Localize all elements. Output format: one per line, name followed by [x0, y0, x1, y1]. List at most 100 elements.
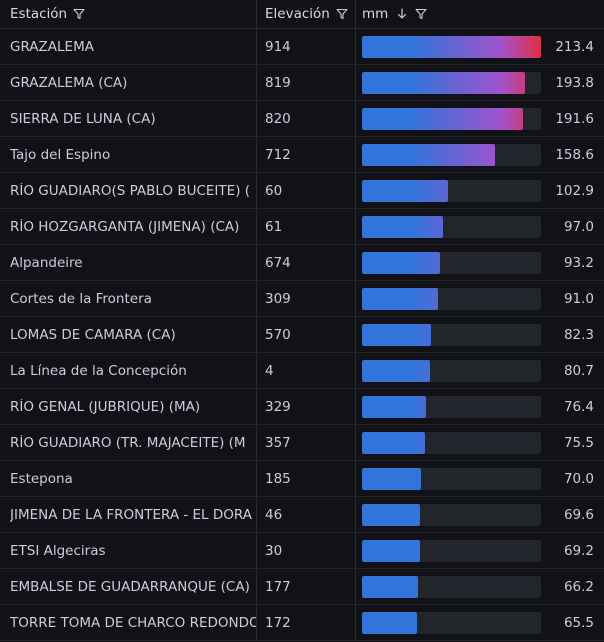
gauge-bar-track	[362, 539, 541, 562]
table-row[interactable]: TORRE TOMA DE CHARCO REDONDO 172 65.5	[0, 605, 604, 641]
table-row[interactable]: RÍO GENAL (JUBRIQUE) (MA) 329 76.4	[0, 389, 604, 425]
header-mm[interactable]: mm	[356, 0, 604, 28]
station-cell: Estepona	[0, 461, 257, 496]
gauge-bar-track	[362, 575, 541, 598]
station-cell: LOMAS DE CAMARA (CA)	[0, 317, 257, 352]
station-cell: JIMENA DE LA FRONTERA - EL DORA	[0, 497, 257, 532]
table-row[interactable]: GRAZALEMA (CA) 819 193.8	[0, 65, 604, 101]
mm-cell: 75.5	[356, 425, 604, 460]
mm-value: 97.0	[563, 218, 594, 235]
filter-icon[interactable]	[414, 7, 428, 21]
gauge-bar-track	[362, 503, 541, 526]
elevation-cell: 30	[257, 533, 356, 568]
table-row[interactable]: RÍO GUADIARO (TR. MAJACEITE) (M 357 75.5	[0, 425, 604, 461]
filter-icon[interactable]	[72, 7, 86, 21]
gauge-bar-fill	[362, 503, 421, 526]
table-row[interactable]: LOMAS DE CAMARA (CA) 570 82.3	[0, 317, 604, 353]
table-row[interactable]: JIMENA DE LA FRONTERA - EL DORA 46 69.6	[0, 497, 604, 533]
table-row[interactable]: Tajo del Espino 712 158.6	[0, 137, 604, 173]
station-name: RÍO HOZGARGANTA (JIMENA) (CA)	[10, 218, 240, 235]
gauge-bar-fill	[362, 539, 421, 562]
gauge-bar-track	[362, 431, 541, 454]
mm-cell: 193.8	[356, 65, 604, 100]
gauge-bar-fill	[362, 179, 449, 202]
mm-cell: 97.0	[356, 209, 604, 244]
mm-value: 75.5	[563, 434, 594, 451]
station-name: JIMENA DE LA FRONTERA - EL DORA	[10, 506, 252, 523]
table-row[interactable]: Cortes de la Frontera 309 91.0	[0, 281, 604, 317]
table-row[interactable]: SIERRA DE LUNA (CA) 820 191.6	[0, 101, 604, 137]
station-cell: TORRE TOMA DE CHARCO REDONDO	[0, 605, 257, 640]
gauge-bar-fill	[362, 467, 421, 490]
elevation-value: 185	[265, 470, 291, 487]
elevation-cell: 172	[257, 605, 356, 640]
header-station[interactable]: Estación	[0, 0, 257, 28]
elevation-value: 819	[265, 74, 291, 91]
elevation-value: 61	[265, 218, 283, 235]
mm-value: 191.6	[555, 110, 594, 127]
mm-cell: 91.0	[356, 281, 604, 316]
mm-value: 158.6	[555, 146, 594, 163]
mm-value: 69.2	[563, 542, 594, 559]
arrow-down-icon[interactable]	[396, 7, 408, 21]
table-row[interactable]: ETSI Algeciras 30 69.2	[0, 533, 604, 569]
gauge-bar-track	[362, 359, 541, 382]
elevation-value: 46	[265, 506, 283, 523]
gauge-bar-fill	[362, 35, 541, 58]
header-station-label: Estación	[10, 6, 68, 22]
mm-cell: 76.4	[356, 389, 604, 424]
table-row[interactable]: GRAZALEMA 914 213.4	[0, 29, 604, 65]
elevation-cell: 674	[257, 245, 356, 280]
header-elevation[interactable]: Elevación	[257, 0, 356, 28]
station-cell: La Línea de la Concepción	[0, 353, 257, 388]
elevation-value: 712	[265, 146, 291, 163]
filter-icon[interactable]	[335, 7, 349, 21]
mm-cell: 80.7	[356, 353, 604, 388]
header-mm-label: mm	[362, 6, 389, 22]
mm-value: 213.4	[555, 38, 594, 55]
elevation-value: 30	[265, 542, 283, 559]
mm-cell: 102.9	[356, 173, 604, 208]
mm-cell: 66.2	[356, 569, 604, 604]
table-row[interactable]: La Línea de la Concepción 4 80.7	[0, 353, 604, 389]
mm-value: 65.5	[563, 614, 594, 631]
gauge-bar-track	[362, 287, 541, 310]
station-name: TORRE TOMA DE CHARCO REDONDO	[10, 614, 256, 631]
station-name: ETSI Algeciras	[10, 542, 106, 559]
station-cell: GRAZALEMA (CA)	[0, 65, 257, 100]
station-cell: Alpandeire	[0, 245, 257, 280]
elevation-value: 177	[265, 578, 291, 595]
station-name: RÍO GUADIARO(S PABLO BUCEITE) (	[10, 182, 251, 199]
mm-cell: 158.6	[356, 137, 604, 172]
elevation-cell: 309	[257, 281, 356, 316]
elevation-cell: 570	[257, 317, 356, 352]
elevation-value: 4	[265, 362, 274, 379]
station-name: GRAZALEMA	[10, 38, 94, 55]
mm-cell: 65.5	[356, 605, 604, 640]
table-body: GRAZALEMA 914 213.4 GRAZALEMA (CA) 819 193.8 S…	[0, 29, 604, 641]
table-header: Estación Elevación mm	[0, 0, 604, 29]
gauge-bar-fill	[362, 215, 444, 238]
gauge-bar-fill	[362, 143, 496, 166]
elevation-cell: 60	[257, 173, 356, 208]
station-name: EMBALSE DE GUADARRANQUE (CA)	[10, 578, 250, 595]
elevation-cell: 46	[257, 497, 356, 532]
elevation-cell: 357	[257, 425, 356, 460]
elevation-value: 309	[265, 290, 291, 307]
elevation-cell: 820	[257, 101, 356, 136]
elevation-value: 172	[265, 614, 291, 631]
table-row[interactable]: RÍO GUADIARO(S PABLO BUCEITE) ( 60 102.9	[0, 173, 604, 209]
station-name: LOMAS DE CAMARA (CA)	[10, 326, 176, 343]
table-row[interactable]: Alpandeire 674 93.2	[0, 245, 604, 281]
table-row[interactable]: EMBALSE DE GUADARRANQUE (CA) 177 66.2	[0, 569, 604, 605]
elevation-cell: 177	[257, 569, 356, 604]
station-cell: RÍO GUADIARO (TR. MAJACEITE) (M	[0, 425, 257, 460]
gauge-bar-fill	[362, 395, 427, 418]
mm-value: 193.8	[555, 74, 594, 91]
mm-cell: 69.6	[356, 497, 604, 532]
station-cell: RÍO GENAL (JUBRIQUE) (MA)	[0, 389, 257, 424]
elevation-value: 357	[265, 434, 291, 451]
table-row[interactable]: RÍO HOZGARGANTA (JIMENA) (CA) 61 97.0	[0, 209, 604, 245]
mm-cell: 93.2	[356, 245, 604, 280]
table-row[interactable]: Estepona 185 70.0	[0, 461, 604, 497]
